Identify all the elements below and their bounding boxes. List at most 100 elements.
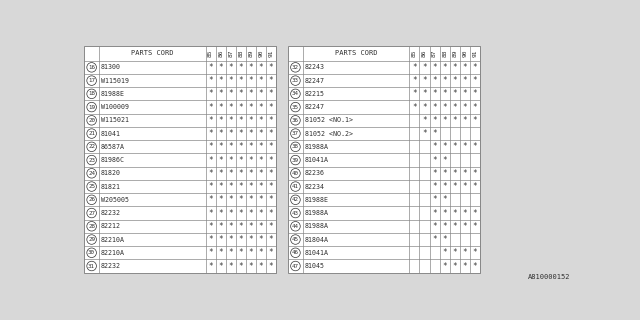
Text: *: * <box>269 142 273 151</box>
Text: *: * <box>208 142 213 151</box>
Text: *: * <box>239 156 243 164</box>
Text: *: * <box>228 222 233 231</box>
Text: *: * <box>248 222 253 231</box>
Text: *: * <box>472 76 477 85</box>
Text: *: * <box>259 222 263 231</box>
Text: 82236: 82236 <box>305 170 324 176</box>
Text: *: * <box>208 235 213 244</box>
Text: *: * <box>432 116 437 125</box>
Text: *: * <box>228 209 233 218</box>
Text: W100009: W100009 <box>101 104 129 110</box>
Text: *: * <box>239 142 243 151</box>
Text: 24: 24 <box>88 171 95 176</box>
Text: 82210A: 82210A <box>101 250 125 256</box>
Text: *: * <box>208 248 213 257</box>
Text: *: * <box>432 156 437 164</box>
Text: *: * <box>442 169 447 178</box>
Text: *: * <box>248 63 253 72</box>
Text: *: * <box>269 103 273 112</box>
Text: *: * <box>259 182 263 191</box>
Text: 87: 87 <box>228 50 233 57</box>
Text: *: * <box>472 103 477 112</box>
Text: *: * <box>463 209 467 218</box>
Text: *: * <box>248 261 253 270</box>
Text: *: * <box>422 129 427 138</box>
Text: *: * <box>239 63 243 72</box>
Text: 36: 36 <box>292 118 299 123</box>
Text: *: * <box>432 103 437 112</box>
Text: *: * <box>218 248 223 257</box>
Text: *: * <box>259 63 263 72</box>
Text: *: * <box>259 76 263 85</box>
Text: *: * <box>442 182 447 191</box>
Text: *: * <box>269 89 273 98</box>
Text: *: * <box>218 182 223 191</box>
Text: 85: 85 <box>412 50 417 57</box>
Text: *: * <box>269 116 273 125</box>
Text: *: * <box>442 235 447 244</box>
Text: 85: 85 <box>208 50 213 57</box>
Text: *: * <box>259 129 263 138</box>
Text: *: * <box>442 222 447 231</box>
Text: *: * <box>208 129 213 138</box>
Text: *: * <box>228 195 233 204</box>
Text: *: * <box>472 169 477 178</box>
Text: *: * <box>208 63 213 72</box>
Text: *: * <box>218 142 223 151</box>
Text: *: * <box>463 248 467 257</box>
Text: 81986C: 81986C <box>101 157 125 163</box>
Text: *: * <box>422 89 427 98</box>
Text: 82212: 82212 <box>101 223 121 229</box>
Text: 81045: 81045 <box>305 263 324 269</box>
Text: 23: 23 <box>88 157 95 163</box>
Text: *: * <box>452 63 457 72</box>
Text: 30: 30 <box>88 250 95 255</box>
Text: *: * <box>452 182 457 191</box>
Text: *: * <box>412 63 417 72</box>
Text: *: * <box>269 182 273 191</box>
Text: A810000152: A810000152 <box>528 274 571 280</box>
Text: *: * <box>432 63 437 72</box>
Text: *: * <box>228 169 233 178</box>
Text: 31: 31 <box>88 263 95 268</box>
Text: *: * <box>472 142 477 151</box>
Text: 89: 89 <box>248 50 253 57</box>
Text: *: * <box>463 63 467 72</box>
Text: 19: 19 <box>88 105 95 109</box>
Text: *: * <box>442 209 447 218</box>
Text: *: * <box>239 116 243 125</box>
Text: 28: 28 <box>88 224 95 229</box>
Text: *: * <box>218 222 223 231</box>
Text: 86587A: 86587A <box>101 144 125 150</box>
Text: *: * <box>259 248 263 257</box>
Text: *: * <box>422 63 427 72</box>
Text: *: * <box>442 261 447 270</box>
Text: W115019: W115019 <box>101 77 129 84</box>
Text: *: * <box>218 235 223 244</box>
Text: *: * <box>208 261 213 270</box>
Text: *: * <box>412 76 417 85</box>
Text: 81988A: 81988A <box>305 144 329 150</box>
Text: *: * <box>472 261 477 270</box>
Text: *: * <box>239 76 243 85</box>
Text: *: * <box>472 248 477 257</box>
Text: *: * <box>442 142 447 151</box>
Text: *: * <box>442 89 447 98</box>
Text: *: * <box>208 222 213 231</box>
Text: 91: 91 <box>269 50 273 57</box>
Text: *: * <box>442 103 447 112</box>
Text: *: * <box>228 235 233 244</box>
Text: *: * <box>472 222 477 231</box>
Text: 81041A: 81041A <box>305 250 329 256</box>
Text: 34: 34 <box>292 91 299 96</box>
Text: *: * <box>259 209 263 218</box>
Text: *: * <box>259 169 263 178</box>
Text: *: * <box>463 169 467 178</box>
Text: *: * <box>452 103 457 112</box>
Text: *: * <box>248 142 253 151</box>
Text: 21: 21 <box>88 131 95 136</box>
Text: *: * <box>208 195 213 204</box>
Text: *: * <box>228 182 233 191</box>
Text: 81041A: 81041A <box>305 157 329 163</box>
Text: *: * <box>248 103 253 112</box>
